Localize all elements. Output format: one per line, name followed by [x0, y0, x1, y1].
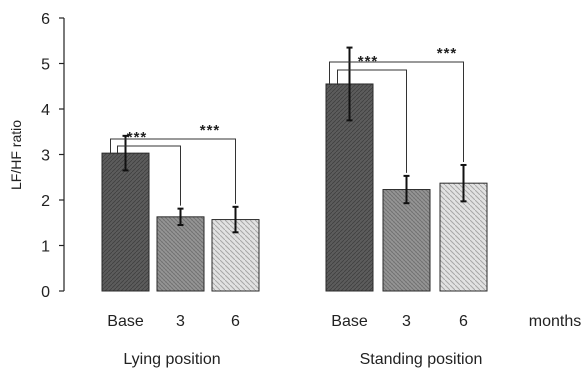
x-unit-label: months [529, 313, 581, 330]
y-tick-label: 0 [41, 284, 50, 301]
bars [101, 46, 488, 292]
bar [382, 189, 431, 292]
y-tick-label: 3 [41, 148, 50, 165]
y-axis-title: LF/HF ratio [8, 120, 24, 190]
significance-label: *** [437, 45, 458, 62]
y-tick-label: 4 [41, 102, 50, 119]
category-labels: Base 3 6 Lying position Base 3 6 Standing posit… [107, 313, 581, 368]
significance-bracket [337, 69, 407, 173]
y-tick-label: 1 [41, 239, 50, 256]
bar [156, 216, 205, 292]
significance-brackets: *** ****** *** [110, 45, 464, 206]
significance-bracket [329, 61, 464, 162]
group-label: Standing position [360, 351, 483, 368]
y-tick-label: 5 [41, 57, 50, 74]
category-label: 3 [402, 313, 411, 330]
y-tick-label: 6 [41, 11, 50, 28]
category-label: Base [107, 313, 144, 330]
group-label: Lying position [123, 351, 220, 368]
significance-label: *** [200, 122, 221, 139]
y-tick-label: 2 [41, 193, 50, 210]
bar [101, 152, 150, 292]
significance-bracket [110, 138, 236, 204]
category-label: Base [331, 313, 368, 330]
significance-bracket [117, 145, 181, 206]
y-axis: 0 1 2 3 4 5 6 LF/HF ratio [8, 11, 65, 301]
category-label: 3 [176, 313, 185, 330]
category-label: 6 [459, 313, 468, 330]
category-label: 6 [231, 313, 240, 330]
significance-label: *** [127, 129, 148, 146]
